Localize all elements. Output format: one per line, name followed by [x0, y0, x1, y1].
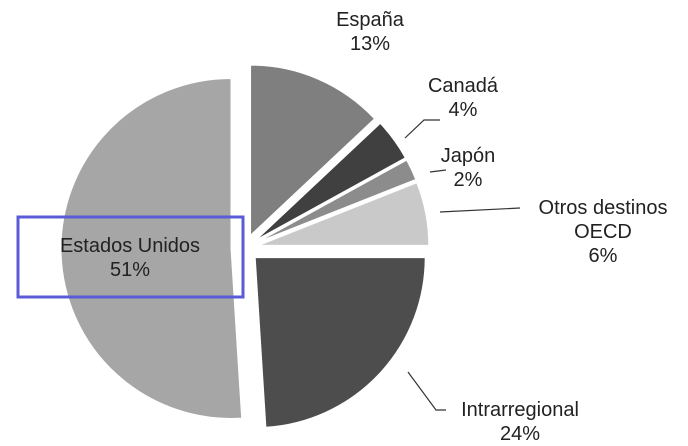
slice-label: Japón 2%	[418, 144, 518, 192]
slice-label: España 13%	[310, 8, 430, 56]
label-name: Japón	[440, 145, 496, 167]
pie-slice	[250, 64, 376, 237]
slice-label: Intrarregional 24%	[430, 398, 610, 446]
label-value: 6%	[588, 245, 618, 267]
leader-line	[429, 169, 447, 173]
label-name: Canadá	[427, 75, 499, 97]
pie-slice	[255, 122, 406, 241]
label-value: 4%	[448, 99, 478, 121]
label-value: 13%	[349, 33, 391, 55]
highlight-box	[16, 215, 245, 299]
slice-label: Canadá 4%	[408, 74, 518, 122]
slice-label: Estados Unidos 51%	[20, 234, 240, 282]
leader-line	[439, 207, 521, 213]
label-name: España	[336, 9, 404, 31]
label-value: 51%	[109, 259, 151, 281]
label-value: 2%	[453, 169, 483, 191]
pie-slice	[60, 77, 243, 419]
label-name: Intrarregional	[461, 399, 579, 421]
label-name: Estados Unidos	[59, 235, 201, 257]
label-value: 24%	[499, 423, 541, 445]
pie-slice	[257, 159, 417, 243]
leader-line	[404, 119, 440, 139]
leader-line	[407, 371, 446, 411]
pie-slice	[254, 257, 426, 428]
slice-label: Otros destinos OECD 6%	[518, 196, 688, 268]
pie-slice	[258, 182, 430, 246]
label-name: Otros destinos OECD	[538, 197, 668, 243]
